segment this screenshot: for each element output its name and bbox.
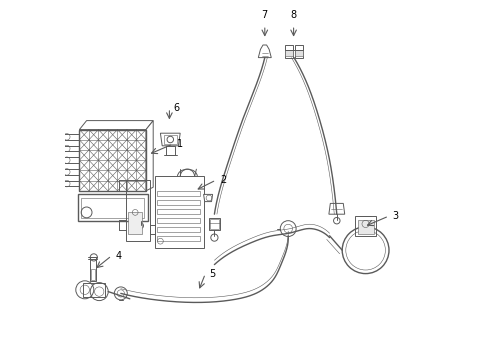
Bar [285,45,293,58]
Bar [285,50,293,56]
Bar [81,198,144,218]
Bar [155,176,204,248]
Bar [157,200,200,205]
Bar [294,50,303,56]
Polygon shape [160,133,180,146]
Text: 7: 7 [262,10,268,20]
Polygon shape [204,194,213,202]
Polygon shape [329,203,345,214]
Bar [79,130,146,191]
Bar [126,180,149,241]
Bar [128,212,143,234]
Bar [210,219,219,229]
Text: 2: 2 [220,175,226,185]
Text: 8: 8 [291,10,296,20]
Bar [164,135,176,144]
Bar [83,283,104,297]
Bar [77,194,148,221]
Polygon shape [146,121,153,191]
Bar [294,45,303,58]
Bar [209,218,220,230]
Bar [157,191,200,196]
Text: 4: 4 [116,251,122,261]
Polygon shape [79,121,153,130]
Text: 3: 3 [392,211,399,221]
Bar [90,257,96,281]
Bar [358,220,373,234]
Bar [355,216,376,236]
Bar [157,209,200,214]
Text: 1: 1 [176,139,183,149]
Polygon shape [166,146,175,155]
Bar [157,218,200,223]
Polygon shape [258,45,271,58]
Bar [157,236,200,241]
Text: 6: 6 [173,103,179,113]
Text: 5: 5 [209,269,215,279]
Bar [91,269,95,280]
Bar [157,227,200,232]
